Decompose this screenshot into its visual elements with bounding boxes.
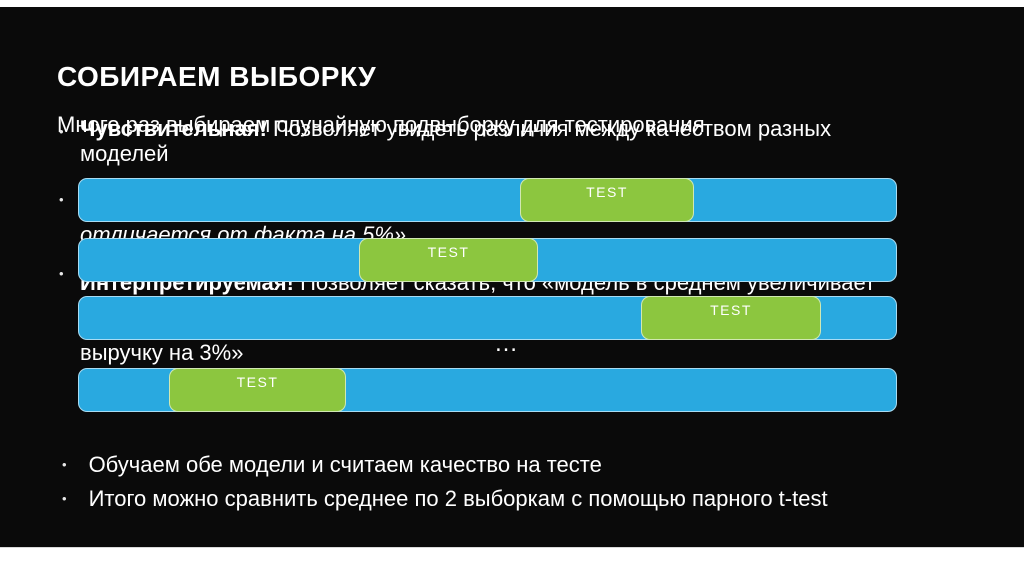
- bottom-margin-strip: [0, 547, 1024, 574]
- list-item: • Обучаем обе модели и считаем качество …: [62, 452, 602, 478]
- test-label: TEST: [586, 184, 628, 200]
- bullet-dot: •: [59, 266, 64, 281]
- bullet-dot: •: [62, 491, 67, 506]
- bullet-text: Итого можно сравнить среднее по 2 выборк…: [88, 486, 828, 511]
- test-label: TEST: [427, 244, 470, 260]
- test-segment: TEST: [641, 296, 821, 340]
- overlay-bullet-1-line1: Чувствительная! Позволяет увидеть различ…: [80, 116, 831, 142]
- test-label: TEST: [710, 302, 752, 318]
- intro-line: Много раз выбираем случайную подвыборку …: [57, 112, 705, 137]
- top-margin-strip: [0, 0, 1024, 7]
- sample-bar: TEST: [78, 296, 897, 340]
- overlay-bullet-1-bold: Чувствительная!: [80, 116, 267, 141]
- test-segment: TEST: [359, 238, 538, 282]
- bullet-dot: •: [62, 457, 67, 472]
- list-item: • Итого можно сравнить среднее по 2 выбо…: [62, 486, 828, 512]
- bullet-dot: •: [59, 192, 64, 207]
- test-segment: TEST: [520, 178, 694, 222]
- sample-bar: TEST: [78, 368, 897, 412]
- bullet-dot: •: [59, 124, 64, 139]
- sample-bar: TEST: [78, 178, 897, 222]
- test-segment: TEST: [169, 368, 346, 412]
- bullet-text: Обучаем обе модели и считаем качество на…: [88, 452, 602, 477]
- sample-bar: TEST: [78, 238, 897, 282]
- overlay-bullet-1-line2: моделей: [80, 141, 169, 166]
- overlay-bullet-1-rest: Позволяет увидеть различия между качеств…: [266, 116, 832, 141]
- overlay-bullet-3-line2: выручку на 3%»: [80, 340, 244, 365]
- test-label: TEST: [236, 374, 279, 390]
- slide-title: СОБИРАЕМ ВЫБОРКУ: [57, 60, 377, 92]
